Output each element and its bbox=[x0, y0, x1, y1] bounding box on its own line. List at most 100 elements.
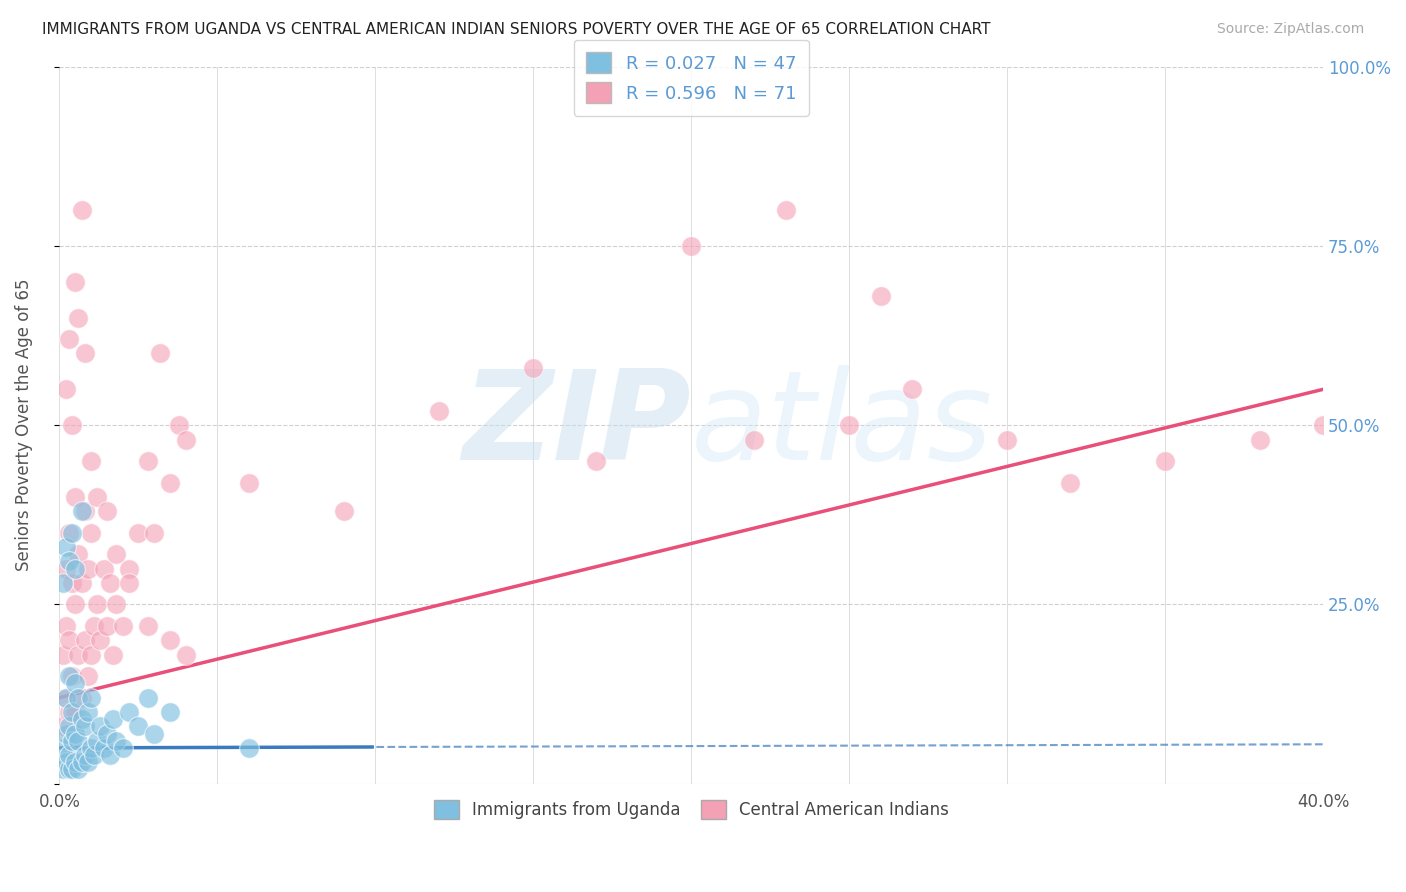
Point bbox=[58, 763, 80, 777]
Point bbox=[169, 418, 191, 433]
Point bbox=[67, 690, 90, 705]
Point bbox=[60, 525, 83, 540]
Point bbox=[127, 719, 149, 733]
Point bbox=[76, 669, 98, 683]
Point bbox=[60, 669, 83, 683]
Point bbox=[80, 525, 103, 540]
Point bbox=[118, 561, 141, 575]
Point bbox=[60, 705, 83, 719]
Point bbox=[136, 690, 159, 705]
Point bbox=[1312, 418, 1334, 433]
Point bbox=[60, 733, 83, 747]
Point bbox=[58, 633, 80, 648]
Point bbox=[67, 648, 90, 662]
Legend: Immigrants from Uganda, Central American Indians: Immigrants from Uganda, Central American… bbox=[427, 793, 956, 826]
Point bbox=[63, 561, 86, 575]
Y-axis label: Seniors Poverty Over the Age of 65: Seniors Poverty Over the Age of 65 bbox=[15, 279, 32, 572]
Point bbox=[89, 719, 111, 733]
Point bbox=[86, 490, 108, 504]
Point bbox=[93, 740, 115, 755]
Point bbox=[238, 475, 260, 490]
Point bbox=[51, 740, 73, 755]
Point bbox=[105, 547, 128, 561]
Point bbox=[70, 690, 93, 705]
Point bbox=[127, 525, 149, 540]
Point bbox=[76, 561, 98, 575]
Point bbox=[83, 619, 105, 633]
Point bbox=[96, 619, 118, 633]
Point bbox=[76, 756, 98, 770]
Point bbox=[76, 705, 98, 719]
Point bbox=[63, 490, 86, 504]
Point bbox=[111, 619, 134, 633]
Text: ZIP: ZIP bbox=[463, 365, 692, 485]
Point bbox=[67, 547, 90, 561]
Point bbox=[73, 719, 96, 733]
Point bbox=[838, 418, 860, 433]
Point bbox=[96, 504, 118, 518]
Point bbox=[136, 619, 159, 633]
Point bbox=[55, 726, 77, 740]
Point bbox=[60, 418, 83, 433]
Point bbox=[55, 619, 77, 633]
Point bbox=[55, 540, 77, 554]
Point bbox=[55, 756, 77, 770]
Point bbox=[1059, 475, 1081, 490]
Point bbox=[775, 202, 797, 217]
Point bbox=[143, 525, 166, 540]
Point bbox=[143, 726, 166, 740]
Point bbox=[80, 740, 103, 755]
Point bbox=[51, 648, 73, 662]
Point bbox=[58, 719, 80, 733]
Point bbox=[159, 705, 181, 719]
Point bbox=[58, 669, 80, 683]
Point bbox=[1154, 454, 1177, 468]
Point bbox=[98, 747, 121, 762]
Point bbox=[96, 726, 118, 740]
Point bbox=[118, 576, 141, 591]
Point bbox=[70, 504, 93, 518]
Point bbox=[67, 733, 90, 747]
Point bbox=[80, 648, 103, 662]
Point bbox=[63, 726, 86, 740]
Point bbox=[63, 275, 86, 289]
Point bbox=[105, 598, 128, 612]
Point bbox=[427, 404, 450, 418]
Point bbox=[58, 525, 80, 540]
Point bbox=[58, 332, 80, 346]
Point bbox=[83, 747, 105, 762]
Point bbox=[55, 690, 77, 705]
Point bbox=[51, 719, 73, 733]
Point bbox=[174, 648, 197, 662]
Point bbox=[681, 239, 703, 253]
Point bbox=[63, 598, 86, 612]
Point bbox=[118, 705, 141, 719]
Point bbox=[73, 346, 96, 360]
Point bbox=[58, 705, 80, 719]
Point bbox=[63, 705, 86, 719]
Text: atlas: atlas bbox=[692, 365, 994, 485]
Point bbox=[136, 454, 159, 468]
Point bbox=[98, 576, 121, 591]
Point bbox=[101, 648, 124, 662]
Point bbox=[70, 756, 93, 770]
Point bbox=[58, 554, 80, 568]
Point bbox=[80, 690, 103, 705]
Point bbox=[51, 576, 73, 591]
Point bbox=[995, 433, 1018, 447]
Point bbox=[901, 382, 924, 396]
Point bbox=[93, 561, 115, 575]
Point bbox=[60, 763, 83, 777]
Point bbox=[869, 289, 891, 303]
Point bbox=[67, 310, 90, 325]
Point bbox=[63, 756, 86, 770]
Point bbox=[1249, 433, 1271, 447]
Point bbox=[58, 747, 80, 762]
Point bbox=[238, 740, 260, 755]
Point bbox=[585, 454, 607, 468]
Point bbox=[70, 576, 93, 591]
Point bbox=[744, 433, 766, 447]
Point bbox=[60, 576, 83, 591]
Point bbox=[101, 712, 124, 726]
Text: Source: ZipAtlas.com: Source: ZipAtlas.com bbox=[1216, 22, 1364, 37]
